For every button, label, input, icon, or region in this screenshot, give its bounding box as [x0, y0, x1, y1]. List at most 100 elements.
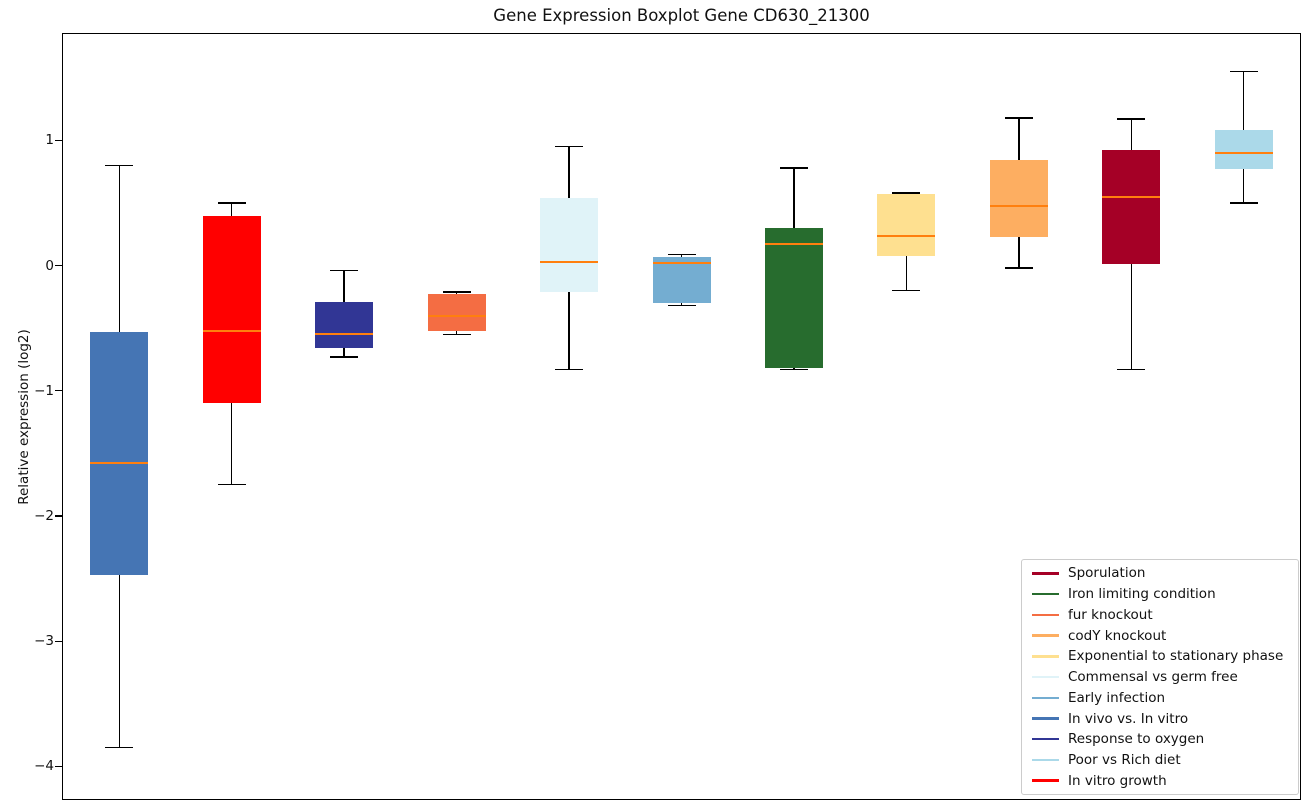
median-line	[652, 262, 711, 265]
legend-row: Early infection	[1022, 687, 1298, 708]
legend-row: Iron limiting condition	[1022, 584, 1298, 605]
whisker-cap-top	[217, 202, 246, 204]
median-line	[540, 260, 599, 263]
whisker-cap-top	[105, 164, 134, 167]
legend-row: fur knockout	[1022, 604, 1298, 625]
legend-row: In vivo vs. In vitro	[1022, 708, 1298, 729]
whisker-cap-bottom	[779, 368, 808, 371]
box-rect	[764, 228, 823, 369]
y-tick-label: 1	[45, 132, 54, 149]
median-line	[90, 462, 149, 465]
box-rect	[877, 194, 936, 256]
median-line	[315, 333, 374, 336]
whisker-line	[680, 254, 683, 306]
whisker-cap-top	[555, 145, 584, 148]
box-rect	[1214, 130, 1273, 170]
median-line	[1214, 151, 1273, 154]
box-rect	[540, 198, 599, 292]
y-tick-label: −2	[34, 508, 54, 525]
legend-row: Sporulation	[1022, 563, 1298, 584]
legend-row: Commensal vs germ free	[1022, 667, 1298, 688]
box-rect	[202, 215, 261, 404]
median-line	[764, 243, 823, 246]
whisker-cap-top	[779, 167, 808, 169]
legend-swatch	[1032, 613, 1059, 617]
median-line	[1102, 195, 1161, 198]
median-line	[877, 234, 936, 237]
whisker-cap-top	[892, 192, 921, 194]
whisker-line	[455, 291, 458, 335]
box-rect	[90, 331, 149, 575]
box-rect	[989, 160, 1048, 237]
whisker-cap-bottom	[105, 746, 134, 749]
whisker-cap-top	[442, 291, 471, 293]
whisker-line	[1018, 117, 1020, 269]
whisker-line	[905, 193, 908, 291]
legend-label: codY knockout	[1068, 627, 1167, 644]
median-line	[989, 204, 1048, 207]
legend: Sporulation Iron limiting condition fur kn…	[1021, 559, 1299, 795]
legend-label: Early infection	[1068, 689, 1166, 706]
y-tick-label: −4	[34, 758, 54, 775]
whisker-cap-bottom	[442, 333, 471, 336]
y-tick-mark	[55, 640, 62, 642]
legend-swatch	[1032, 572, 1059, 575]
legend-label: Commensal vs germ free	[1068, 669, 1238, 686]
legend-swatch	[1032, 696, 1059, 700]
legend-label: Exponential to stationary phase	[1068, 648, 1284, 665]
legend-swatch	[1032, 737, 1059, 741]
whisker-cap-top	[1004, 117, 1033, 119]
whisker-line	[793, 167, 795, 370]
whisker-cap-top	[330, 269, 359, 272]
y-tick-mark	[55, 265, 62, 267]
whisker-cap-top	[1117, 118, 1146, 120]
whisker-cap-bottom	[667, 304, 696, 307]
whisker-line	[230, 203, 233, 485]
whisker-cap-top	[1229, 70, 1258, 73]
whisker-cap-bottom	[555, 368, 584, 371]
legend-label: Iron limiting condition	[1068, 586, 1216, 603]
whisker-line	[1130, 119, 1132, 370]
legend-swatch	[1032, 634, 1059, 637]
box-rect	[652, 256, 711, 304]
legend-swatch	[1032, 717, 1059, 720]
y-tick-mark	[55, 390, 62, 392]
whisker-cap-bottom	[1004, 267, 1033, 269]
legend-label: Response to oxygen	[1068, 731, 1205, 748]
legend-label: Sporulation	[1068, 565, 1146, 582]
whisker-cap-bottom	[1229, 202, 1258, 204]
chart-title: Gene Expression Boxplot Gene CD630_21300	[493, 6, 870, 25]
whisker-cap-bottom	[892, 289, 921, 292]
y-tick-label: −3	[34, 633, 54, 650]
legend-swatch	[1032, 675, 1059, 679]
legend-swatch	[1032, 592, 1059, 596]
y-tick-mark	[55, 139, 62, 141]
y-tick-mark	[55, 765, 62, 768]
legend-label: In vivo vs. In vitro	[1068, 710, 1189, 727]
median-line	[202, 329, 261, 332]
whisker-cap-bottom	[217, 484, 246, 486]
median-line	[427, 314, 486, 317]
y-axis-label: Relative expression (log2)	[16, 329, 32, 505]
box-rect	[427, 294, 486, 331]
legend-swatch	[1032, 779, 1059, 782]
whisker-cap-bottom	[1117, 368, 1146, 371]
legend-label: fur knockout	[1068, 606, 1153, 623]
legend-row: Response to oxygen	[1022, 729, 1298, 750]
legend-swatch	[1032, 758, 1059, 762]
whisker-cap-bottom	[330, 356, 359, 358]
legend-row: Exponential to stationary phase	[1022, 646, 1298, 667]
box-rect	[1102, 150, 1161, 265]
legend-label: In vitro growth	[1068, 772, 1167, 789]
whisker-line	[343, 270, 345, 358]
y-tick-label: 0	[45, 257, 54, 274]
legend-swatch	[1032, 655, 1059, 658]
whisker-line	[118, 165, 120, 748]
whisker-cap-top	[667, 253, 696, 256]
legend-row: In vitro growth	[1022, 770, 1298, 791]
y-tick-mark	[55, 515, 62, 517]
legend-row: Poor vs Rich diet	[1022, 750, 1298, 771]
whisker-line	[568, 146, 570, 370]
whisker-line	[1243, 71, 1245, 203]
